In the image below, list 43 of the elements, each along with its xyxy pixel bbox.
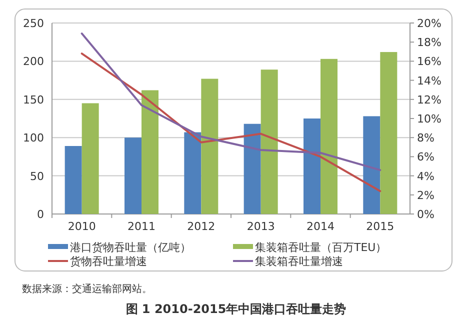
line-series xyxy=(80,32,382,172)
bar xyxy=(260,70,278,214)
x-tick-label: 2015 xyxy=(366,220,394,233)
line-series xyxy=(80,52,382,192)
bar xyxy=(82,103,99,214)
y-tick-label: 0 xyxy=(37,208,44,221)
x-tick-label: 2014 xyxy=(306,220,334,233)
legend-label: 集装箱吞吐量增速 xyxy=(255,255,343,268)
bar xyxy=(320,58,338,214)
y-tick-label: 250 xyxy=(23,17,44,30)
x-tick-label: 2010 xyxy=(68,220,96,233)
y2-tick-label: 14% xyxy=(417,74,442,88)
bar xyxy=(363,116,380,214)
y-tick-label: 100 xyxy=(23,132,44,145)
source-note: 数据来源：交通运输部网站。 xyxy=(22,283,152,295)
bar xyxy=(64,146,82,214)
y2-tick-label: 4% xyxy=(417,170,434,183)
y2-tick-label: 20% xyxy=(417,17,442,30)
y2-tick-label: 6% xyxy=(417,150,434,164)
x-tick-label: 2011 xyxy=(128,220,156,233)
legend-label: 集装箱吞吐量（百万TEU） xyxy=(255,241,387,254)
y2-tick-label: 10% xyxy=(417,112,442,126)
y-tick-label: 200 xyxy=(23,55,44,68)
legend-label: 港口货物吞吐量（亿吨） xyxy=(70,241,191,254)
y2-tick-label: 2% xyxy=(417,188,434,202)
bar xyxy=(142,90,158,214)
y2-tick-label: 12% xyxy=(417,93,442,106)
bar xyxy=(124,138,142,214)
y-tick-label: 50 xyxy=(30,170,44,183)
bar xyxy=(244,124,261,214)
legend-label: 货物吞吐量增速 xyxy=(70,255,147,268)
y2-tick-label: 18% xyxy=(417,36,442,50)
y2-tick-label: 0% xyxy=(417,208,434,221)
y2-tick-label: 8% xyxy=(417,132,434,145)
x-tick-label: 2012 xyxy=(187,220,216,233)
y-tick-label: 150 xyxy=(23,93,44,106)
x-tick-label: 2013 xyxy=(246,220,275,233)
y2-tick-label: 16% xyxy=(417,55,442,68)
bar xyxy=(304,118,320,214)
bar xyxy=(201,78,218,214)
bar xyxy=(184,132,202,214)
text: 图 1 2010-2015年中国港口吞吐量走势 xyxy=(126,302,346,316)
bar xyxy=(380,52,398,214)
